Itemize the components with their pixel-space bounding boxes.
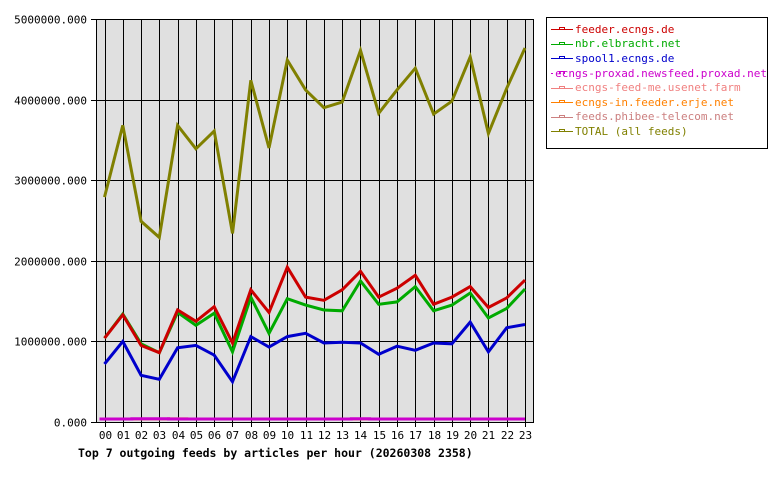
legend-item-phibee-telecom: feeds.phibee-telecom.net <box>551 110 767 125</box>
legend-item-ecngs-proxad: ecngs-proxad.newsfeed.proxad.net <box>551 66 767 81</box>
legend-label: feeds.phibee-telecom.net <box>575 110 734 123</box>
x-tick-label: 01 <box>117 429 130 442</box>
legend-label: ecngs-proxad.newsfeed.proxad.net <box>555 67 767 80</box>
x-tick-label: 08 <box>245 429 258 442</box>
legend-label: ecngs-feed-me.usenet.farm <box>575 81 741 94</box>
x-tick-label: 15 <box>373 429 386 442</box>
y-tick-label: 2000000.000 <box>14 256 87 269</box>
x-tick-label: 22 <box>501 429 514 442</box>
x-tick-label: 16 <box>391 429 404 442</box>
x-tick-label: 19 <box>446 429 459 442</box>
x-tick-label: 14 <box>354 429 368 442</box>
x-tick-label: 12 <box>318 429 331 442</box>
legend-label: ecngs-in.feeder.erje.net <box>575 96 734 109</box>
legend-line-marker-icon <box>551 112 573 122</box>
x-tick-label: 03 <box>153 429 166 442</box>
x-tick-label: 11 <box>300 429 313 442</box>
x-tick-label: 13 <box>336 429 349 442</box>
legend-item-feeder-ecngs: feeder.ecngs.de <box>551 22 767 37</box>
x-tick-label: 17 <box>409 429 422 442</box>
x-tick-label: 02 <box>135 429 148 442</box>
legend-item-total: TOTAL (all feeds) <box>551 124 767 139</box>
legend-line-marker-icon <box>551 24 573 34</box>
x-tick-label: 06 <box>208 429 221 442</box>
legend-line-marker-icon <box>551 97 573 107</box>
chart-title: Top 7 outgoing feeds by articles per hou… <box>78 446 473 460</box>
legend-line-marker-icon <box>551 68 553 78</box>
chart-legend: feeder.ecngs.de nbr.elbracht.net spool1.… <box>546 17 768 149</box>
legend-item-ecngs-in-erje: ecngs-in.feeder.erje.net <box>551 95 767 110</box>
legend-label: TOTAL (all feeds) <box>575 125 688 138</box>
x-tick-label: 09 <box>263 429 276 442</box>
legend-item-spool1-ecngs: spool1.ecngs.de <box>551 51 767 66</box>
y-tick-label: 5000000.000 <box>14 14 87 27</box>
x-tick-label: 20 <box>464 429 477 442</box>
y-tick-label: 3000000.000 <box>14 175 87 188</box>
x-tick-label: 04 <box>172 429 186 442</box>
x-tick-label: 05 <box>190 429 203 442</box>
x-tick-label: 00 <box>99 429 112 442</box>
legend-label: spool1.ecngs.de <box>575 52 674 65</box>
x-tick-label: 07 <box>226 429 239 442</box>
legend-label: nbr.elbracht.net <box>575 37 681 50</box>
legend-item-ecngs-feed-me: ecngs-feed-me.usenet.farm <box>551 80 767 95</box>
legend-line-marker-icon <box>551 39 573 49</box>
legend-line-marker-icon <box>551 126 573 136</box>
legend-line-marker-icon <box>551 83 573 93</box>
legend-line-marker-icon <box>551 53 573 63</box>
x-tick-label: 10 <box>281 429 294 442</box>
y-tick-label: 1000000.000 <box>14 336 87 349</box>
y-tick-label: 0.000 <box>54 417 87 430</box>
x-tick-label: 21 <box>482 429 495 442</box>
legend-label: feeder.ecngs.de <box>575 23 674 36</box>
legend-item-nbr-elbracht: nbr.elbracht.net <box>551 37 767 52</box>
y-tick-label: 4000000.000 <box>14 95 87 108</box>
x-tick-label: 23 <box>519 429 532 442</box>
x-tick-label: 18 <box>428 429 441 442</box>
